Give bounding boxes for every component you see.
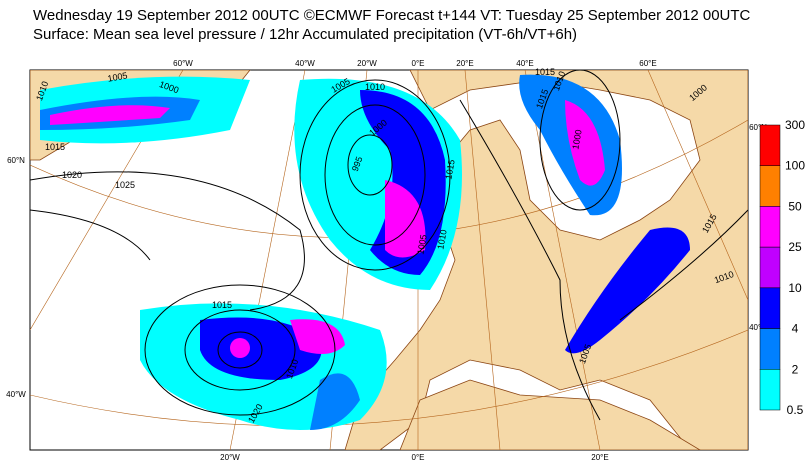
graticule-labels: 60°W 40°W 20°W 0°E 20°E 40°E 60°E 20°W 0°E 20°E 60…	[6, 59, 767, 462]
colorbar-segment	[759, 369, 781, 411]
colorbar-label: 4	[792, 322, 799, 336]
graticule-label: 40°N	[749, 323, 767, 332]
subtitle: Surface: Mean sea level pressure / 12hr …	[33, 26, 577, 43]
colorbar-label: 25	[788, 240, 802, 254]
isobar-label: 1010	[435, 229, 448, 250]
isobar-label: 1015	[212, 300, 232, 310]
isobar-label: 995	[350, 155, 365, 173]
isobars	[30, 70, 748, 421]
graticule-label: 60°W	[173, 59, 193, 68]
graticule-label: 20°E	[591, 453, 608, 462]
graticule-label: 40°W	[6, 390, 26, 399]
colorbar-segment	[759, 206, 781, 248]
colorbar-label: 10	[788, 281, 802, 295]
isobar-label: 1005	[415, 234, 428, 255]
title: Wednesday 19 September 2012 00UTC ©ECMWF…	[33, 7, 751, 24]
graticule-label: 0°E	[412, 453, 425, 462]
colorbar-segment	[759, 328, 781, 370]
colorbar-segment	[759, 165, 781, 207]
graticule-label: 40°W	[295, 59, 315, 68]
isobar-label: 1005	[107, 70, 128, 83]
colorbar-label: 100	[785, 159, 805, 173]
graticule-label: 60°N	[749, 123, 767, 132]
graticule-label: 20°W	[357, 59, 377, 68]
colorbar-segment	[759, 124, 781, 166]
graticule-label: 20°W	[220, 453, 240, 462]
isobar-label: 1015	[45, 142, 65, 152]
colorbar-segment	[759, 287, 781, 329]
graticule-label: 0°E	[412, 59, 425, 68]
map-area	[29, 69, 749, 451]
isobar-label: 1000	[570, 129, 583, 150]
isobar-label: 1010	[365, 82, 385, 92]
isobar-label: 1025	[115, 180, 135, 190]
colorbar-label: 2	[792, 362, 799, 376]
graticule-label: 60°N	[7, 156, 25, 165]
colorbar-label: 300	[785, 118, 805, 132]
colorbar-label: 50	[788, 199, 802, 213]
colorbar-segment	[759, 246, 781, 289]
colorbar: 300 100 50 25 10 4 2 0.5	[759, 118, 805, 417]
land-africa	[399, 379, 701, 450]
graticule-label: 60°E	[639, 59, 656, 68]
isobar-label: 1015	[443, 159, 456, 180]
graticule-label: 40°E	[516, 59, 533, 68]
isobar-label: 1020	[62, 170, 82, 180]
graticule-label: 20°E	[456, 59, 473, 68]
isobar-label: 1015	[535, 67, 555, 77]
colorbar-label: 0.5	[787, 403, 804, 417]
